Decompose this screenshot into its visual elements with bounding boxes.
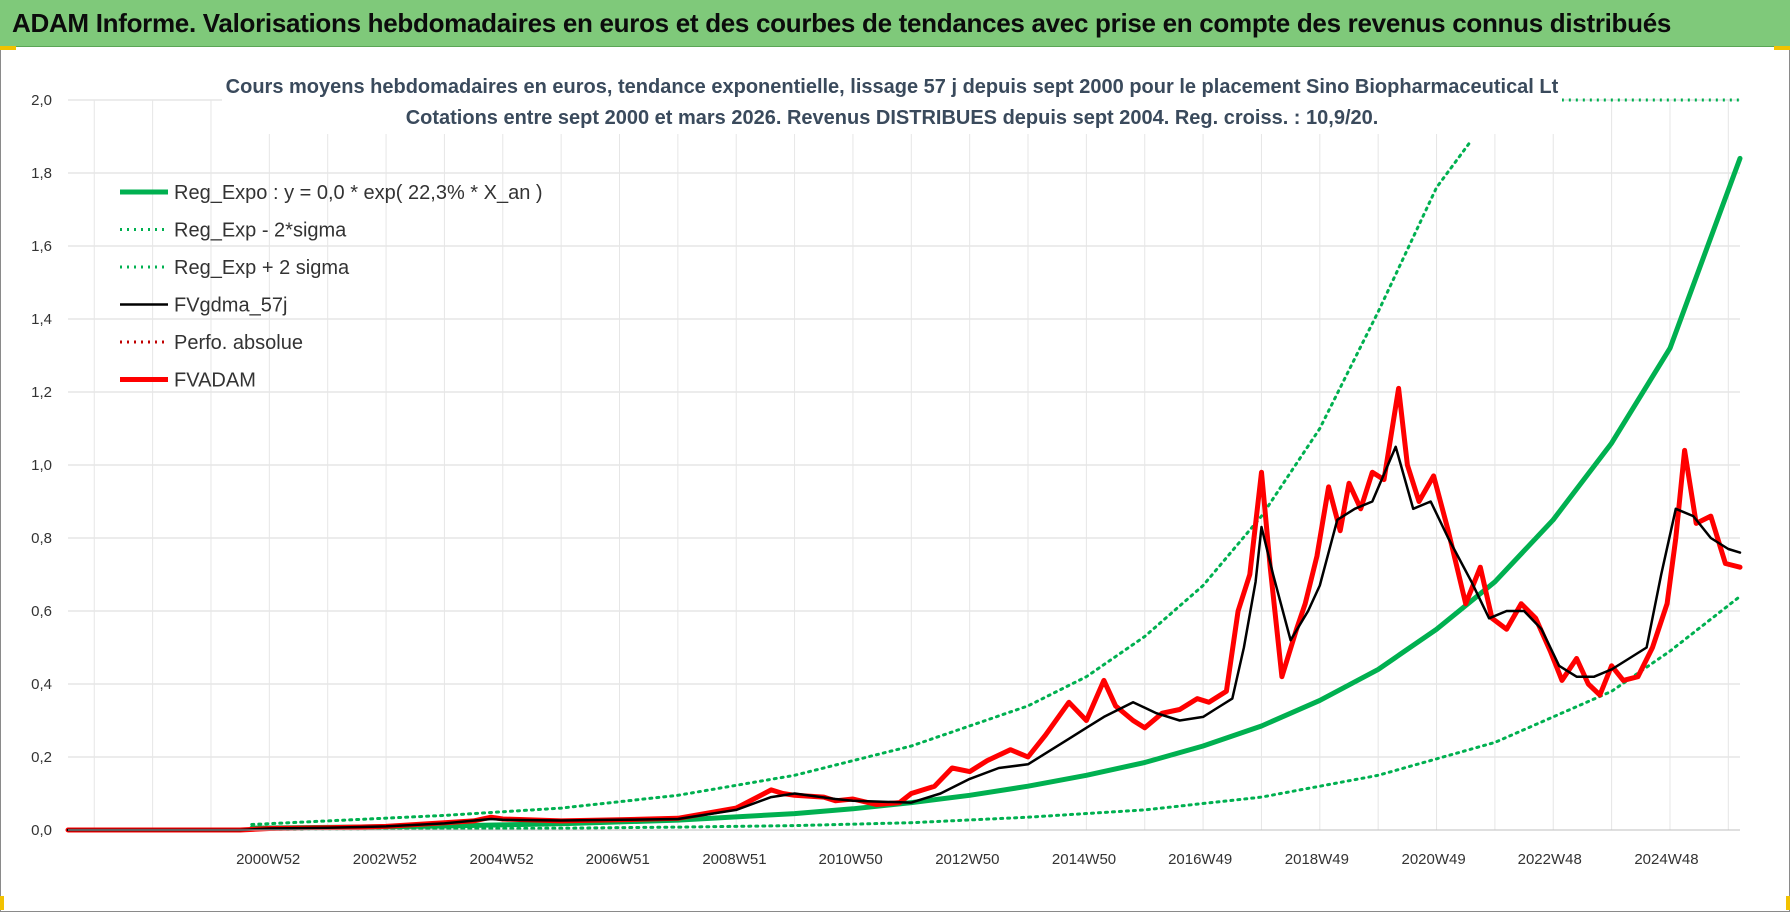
legend-label: Perfo. absolue — [174, 332, 303, 354]
y-tick-label: 1,4 — [31, 311, 52, 328]
series-fvadam — [65, 385, 1743, 833]
y-tick-label: 1,8 — [31, 165, 52, 182]
legend-label: Reg_Expo : y = 0,0 * exp( 22,3% * X_an ) — [174, 182, 543, 204]
series-layer — [65, 98, 1743, 833]
corner-marker-bottom-left — [0, 896, 4, 910]
x-tick-label: 2018W49 — [1285, 851, 1349, 868]
series-fvgdma-57j — [66, 445, 1742, 832]
x-tick-label: 2006W51 — [586, 851, 650, 868]
x-tick-label: 2000W52 — [236, 851, 300, 868]
corner-marker-right — [1774, 46, 1790, 50]
x-tick-label: 2016W49 — [1168, 851, 1232, 868]
corner-marker-bottom-right — [1786, 896, 1790, 910]
y-tick-label: 1,6 — [31, 238, 52, 255]
y-tick-label: 0,2 — [31, 749, 52, 766]
x-tick-label: 2024W48 — [1634, 851, 1698, 868]
x-tick-label: 2012W50 — [935, 851, 999, 868]
legend-label: FVADAM — [174, 370, 256, 392]
legend-label: Reg_Exp + 2 sigma — [174, 257, 350, 279]
x-tick-label: 2004W52 — [470, 851, 534, 868]
top-banner: ADAM Informe. Valorisations hebdomadaire… — [0, 0, 1790, 47]
x-tick-label: 2022W48 — [1518, 851, 1582, 868]
series-reg-plus-2sigma — [250, 138, 1473, 826]
series-reg-minus-2sigma — [250, 594, 1742, 831]
chart-title-line2: Cotations entre sept 2000 et mars 2026. … — [406, 107, 1379, 129]
y-tick-label: 1,2 — [31, 384, 52, 401]
y-tick-label: 2,0 — [31, 92, 52, 109]
y-tick-label: 1,0 — [31, 457, 52, 474]
title-backdrop — [222, 68, 1562, 134]
corner-marker-left — [0, 46, 16, 50]
x-tick-label: 2002W52 — [353, 851, 417, 868]
x-tick-label: 2020W49 — [1402, 851, 1466, 868]
chart-title-line1: Cours moyens hebdomadaires en euros, ten… — [226, 76, 1559, 98]
y-tick-label: 0,0 — [31, 822, 52, 839]
x-tick-label: 2010W50 — [818, 851, 882, 868]
grid — [68, 99, 1740, 831]
y-tick-label: 0,4 — [31, 676, 52, 693]
legend-label: FVgdma_57j — [174, 295, 287, 317]
y-tick-label: 0,8 — [31, 530, 52, 547]
legend-label: Reg_Exp - 2*sigma — [174, 220, 347, 242]
banner-title: ADAM Informe. Valorisations hebdomadaire… — [12, 8, 1672, 38]
series-reg-expo — [249, 155, 1743, 831]
x-tick-label: 2008W51 — [702, 851, 766, 868]
y-tick-label: 0,6 — [31, 603, 52, 620]
legend: Reg_Expo : y = 0,0 * exp( 22,3% * X_an )… — [120, 182, 543, 392]
axes: 0,0 0,2 0,4 0,6 0,8 1,0 1,2 1,4 1,6 1,8 2,0 2000W52… — [31, 92, 1740, 868]
x-tick-label: 2014W50 — [1052, 851, 1116, 868]
